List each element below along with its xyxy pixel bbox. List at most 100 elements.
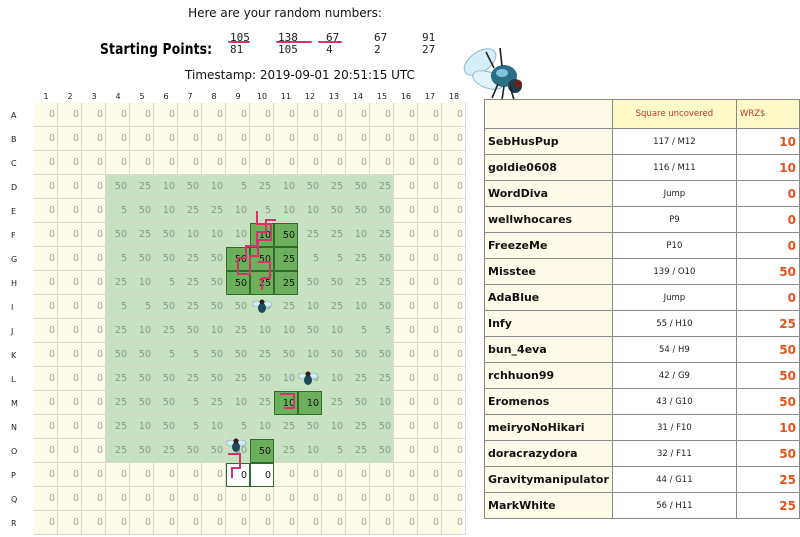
grid-cell[interactable]: 50 — [298, 415, 322, 439]
grid-cell[interactable]: 0 — [82, 415, 106, 439]
grid-cell[interactable]: 50 — [298, 271, 322, 295]
grid-cell[interactable]: 10 — [298, 199, 322, 223]
grid-cell[interactable]: 0 — [58, 175, 82, 199]
grid-cell[interactable]: 10 — [274, 319, 298, 343]
grid-cell[interactable]: 0 — [346, 103, 370, 127]
grid-cell[interactable]: 0 — [442, 199, 466, 223]
grid-cell[interactable]: 0 — [250, 511, 274, 535]
grid-cell[interactable]: 0 — [202, 151, 226, 175]
grid-cell[interactable]: 50 — [226, 247, 250, 271]
grid-cell[interactable]: 0 — [370, 103, 394, 127]
grid-cell[interactable]: 25 — [322, 295, 346, 319]
grid-cell[interactable]: 0 — [130, 487, 154, 511]
grid-cell[interactable]: 0 — [202, 127, 226, 151]
grid-cell[interactable]: 25 — [346, 415, 370, 439]
grid-cell[interactable]: 10 — [130, 319, 154, 343]
grid-cell[interactable]: 25 — [250, 391, 274, 415]
grid-cell[interactable]: 0 — [394, 295, 418, 319]
grid-cell[interactable]: 0 — [130, 127, 154, 151]
grid-cell[interactable]: 10 — [298, 439, 322, 463]
grid-cell[interactable]: 10 — [298, 343, 322, 367]
grid-cell[interactable]: 50 — [154, 415, 178, 439]
grid-cell[interactable]: 0 — [58, 439, 82, 463]
grid-cell[interactable]: 25 — [346, 439, 370, 463]
grid-cell[interactable]: 0 — [178, 487, 202, 511]
grid-cell[interactable]: 0 — [346, 487, 370, 511]
grid-cell[interactable]: 0 — [58, 199, 82, 223]
grid-cell[interactable]: 0 — [370, 127, 394, 151]
grid-cell[interactable]: 0 — [34, 103, 58, 127]
grid-cell[interactable]: 5 — [106, 199, 130, 223]
grid-cell[interactable]: 25 — [106, 319, 130, 343]
grid-cell[interactable]: 25 — [346, 367, 370, 391]
grid-cell[interactable]: 50 — [370, 415, 394, 439]
grid-cell[interactable]: 0 — [58, 463, 82, 487]
grid-cell[interactable]: 50 — [202, 247, 226, 271]
grid-cell[interactable]: 50 — [226, 295, 250, 319]
grid-cell[interactable]: 0 — [394, 223, 418, 247]
grid-cell[interactable]: 0 — [178, 127, 202, 151]
grid-cell[interactable]: 5 — [298, 247, 322, 271]
grid-cell[interactable]: 25 — [106, 439, 130, 463]
grid-cell[interactable]: 10 — [250, 415, 274, 439]
grid-cell[interactable]: 0 — [34, 199, 58, 223]
grid-cell[interactable]: 5 — [226, 175, 250, 199]
grid-cell[interactable]: 0 — [418, 271, 442, 295]
grid-cell[interactable]: 25 — [250, 175, 274, 199]
grid-cell[interactable]: 0 — [82, 151, 106, 175]
grid-cell[interactable]: 0 — [298, 151, 322, 175]
grid-cell[interactable]: 50 — [178, 319, 202, 343]
grid-cell[interactable]: 0 — [322, 151, 346, 175]
grid-cell[interactable]: 25 — [322, 223, 346, 247]
grid-cell[interactable]: 0 — [34, 247, 58, 271]
grid-cell[interactable]: 0 — [130, 151, 154, 175]
grid-cell[interactable]: 25 — [250, 271, 274, 295]
grid-cell[interactable]: 25 — [226, 319, 250, 343]
grid-cell[interactable]: 0 — [34, 487, 58, 511]
grid-cell[interactable]: 0 — [418, 343, 442, 367]
grid-cell[interactable]: 0 — [394, 199, 418, 223]
grid-cell[interactable]: 0 — [178, 151, 202, 175]
grid-cell[interactable]: 0 — [442, 367, 466, 391]
grid-cell[interactable]: 0 — [442, 295, 466, 319]
grid-cell[interactable]: 5 — [178, 391, 202, 415]
grid-cell[interactable]: 0 — [202, 463, 226, 487]
grid-cell[interactable]: 25 — [106, 415, 130, 439]
grid-cell[interactable]: 25 — [106, 367, 130, 391]
grid-cell[interactable]: 0 — [370, 151, 394, 175]
grid-cell[interactable]: 0 — [346, 511, 370, 535]
grid-cell[interactable]: 5 — [178, 415, 202, 439]
grid-cell[interactable]: 25 — [274, 415, 298, 439]
grid-cell[interactable]: 0 — [34, 511, 58, 535]
grid-cell[interactable]: 25 — [370, 175, 394, 199]
grid-cell[interactable]: 25 — [274, 295, 298, 319]
grid-cell[interactable]: 0 — [250, 463, 274, 487]
grid-cell[interactable]: 0 — [418, 103, 442, 127]
grid-cell[interactable]: 5 — [154, 271, 178, 295]
grid-cell[interactable]: 0 — [370, 463, 394, 487]
grid-cell[interactable]: 50 — [346, 175, 370, 199]
grid-cell[interactable]: 50 — [130, 199, 154, 223]
grid-cell[interactable]: 25 — [130, 175, 154, 199]
grid-cell[interactable]: 0 — [370, 511, 394, 535]
grid-cell[interactable]: 50 — [202, 271, 226, 295]
grid-cell[interactable]: 0 — [82, 175, 106, 199]
grid-cell[interactable]: 0 — [250, 151, 274, 175]
grid-cell[interactable]: 50 — [226, 343, 250, 367]
grid-cell[interactable]: 5 — [178, 343, 202, 367]
grid-cell[interactable]: 0 — [130, 463, 154, 487]
grid-cell[interactable]: 0 — [154, 487, 178, 511]
grid-cell[interactable]: 5 — [226, 415, 250, 439]
grid-cell[interactable]: 0 — [34, 295, 58, 319]
grid-cell[interactable]: 5 — [250, 199, 274, 223]
grid-cell[interactable]: 0 — [82, 223, 106, 247]
grid-cell[interactable]: 0 — [58, 271, 82, 295]
grid-cell[interactable]: 0 — [226, 463, 250, 487]
grid-cell[interactable]: 0 — [82, 367, 106, 391]
grid-cell[interactable]: 25 — [154, 439, 178, 463]
grid-cell[interactable]: 0 — [250, 487, 274, 511]
grid-cell[interactable]: 0 — [418, 247, 442, 271]
grid-cell[interactable]: 50 — [106, 223, 130, 247]
grid-cell[interactable]: 0 — [298, 487, 322, 511]
grid-cell[interactable]: 0 — [154, 151, 178, 175]
